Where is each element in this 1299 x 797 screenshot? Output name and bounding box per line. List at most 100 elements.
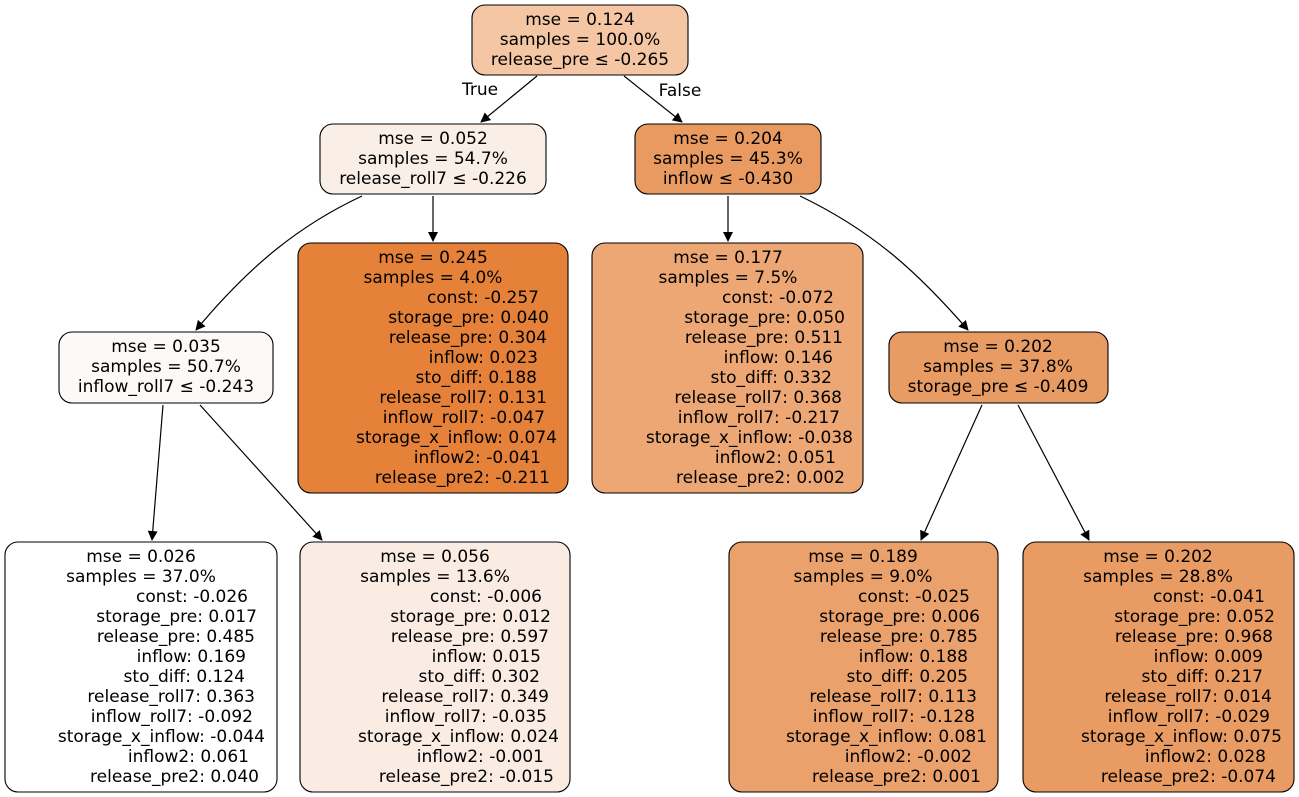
node-line: release_pre2: -0.211 [375, 468, 550, 488]
node-line: release_pre: 0.511 [685, 328, 843, 348]
node-line: mse = 0.052 [378, 129, 488, 149]
node-line: release_roll7: 0.131 [379, 388, 547, 408]
node-box [728, 541, 999, 793]
edge-label-false: False [659, 81, 702, 101]
node-line: release_pre: 0.597 [391, 627, 549, 647]
node-line: inflow: 0.188 [859, 647, 968, 667]
node-line: storage_x_inflow: 0.081 [786, 727, 987, 747]
node-box [591, 242, 864, 494]
node-line: storage_x_inflow: -0.038 [646, 428, 853, 448]
node-line: samples = 37.0% [66, 567, 216, 587]
edge-n1-n3 [195, 195, 363, 331]
nodes: mse = 0.124 samples = 100.0% release_pre… [4, 4, 1295, 793]
node-line: samples = 4.0% [364, 268, 503, 288]
node-line: inflow_roll7: -0.029 [1108, 707, 1270, 727]
node-line: release_pre: 0.968 [1115, 627, 1273, 647]
tree-leaf-rrr: mse = 0.202 samples = 28.8% const: -0.04… [1022, 541, 1295, 793]
edge-n3-n8 [199, 404, 323, 541]
node-line: storage_pre: 0.006 [819, 607, 980, 627]
tree-leaf-right-left: mse = 0.177 samples = 7.5% const: -0.072… [591, 242, 864, 494]
node-line: const: -0.025 [858, 587, 970, 607]
node-line: mse = 0.202 [943, 337, 1053, 357]
node-line: inflow_roll7: -0.217 [678, 408, 840, 428]
node-line: release_roll7: 0.349 [381, 687, 549, 707]
node-line: mse = 0.177 [673, 248, 783, 268]
tree-node-right-right: mse = 0.202 samples = 37.8% storage_pre … [888, 331, 1109, 404]
node-line: release_pre2: 0.040 [90, 767, 259, 787]
node-line: samples = 45.3% [653, 149, 803, 169]
node-line: samples = 9.0% [794, 567, 933, 587]
node-line: mse = 0.124 [525, 10, 635, 30]
node-line: mse = 0.204 [673, 129, 783, 149]
node-line: samples = 37.8% [923, 357, 1073, 377]
node-line: release_pre2: 0.001 [812, 767, 981, 787]
node-line: storage_x_inflow: 0.024 [358, 727, 559, 747]
node-line: inflow_roll7 ≤ -0.243 [78, 377, 254, 397]
node-line: inflow2: 0.061 [128, 747, 249, 767]
tree-leaf-lll: mse = 0.026 samples = 37.0% const: -0.02… [4, 541, 278, 793]
node-line: const: -0.041 [1153, 587, 1265, 607]
node-box [888, 331, 1109, 404]
node-line: samples = 54.7% [358, 149, 508, 169]
node-line: samples = 100.0% [500, 30, 661, 50]
node-line: release_pre: 0.485 [97, 627, 255, 647]
tree-node-root: mse = 0.124 samples = 100.0% release_pre… [471, 4, 689, 76]
edge-n0-n2 [623, 75, 683, 123]
edge-label-true: True [461, 80, 498, 100]
node-line: release_roll7: 0.014 [1104, 687, 1272, 707]
tree-node-left-left: mse = 0.035 samples = 50.7% inflow_roll7… [58, 331, 274, 404]
edge-n6-n9 [920, 404, 983, 541]
node-line: inflow2: -0.041 [414, 448, 541, 468]
node-line: storage_pre: 0.012 [390, 607, 551, 627]
node-line: inflow2: 0.051 [715, 448, 836, 468]
node-line: const: -0.257 [427, 288, 539, 308]
node-line: release_pre: 0.785 [820, 627, 978, 647]
node-line: sto_diff: 0.205 [847, 667, 968, 687]
node-line: inflow_roll7: -0.047 [383, 408, 545, 428]
tree-node-right: mse = 0.204 samples = 45.3% inflow ≤ -0.… [634, 123, 822, 195]
node-line: inflow_roll7: -0.092 [91, 707, 253, 727]
node-line: sto_diff: 0.332 [711, 368, 832, 388]
node-line: release_roll7: 0.113 [809, 687, 977, 707]
node-line: inflow: 0.169 [137, 647, 246, 667]
edge-n6-n10 [1017, 404, 1090, 541]
node-line: inflow2: 0.028 [1145, 747, 1266, 767]
node-line: storage_pre: 0.040 [388, 308, 549, 328]
node-line: inflow: 0.146 [724, 348, 833, 368]
node-line: storage_pre: 0.050 [684, 308, 845, 328]
node-line: storage_pre: 0.017 [96, 607, 257, 627]
node-line: sto_diff: 0.217 [1142, 667, 1263, 687]
node-box [299, 541, 571, 793]
node-line: storage_x_inflow: 0.075 [1081, 727, 1282, 747]
node-line: release_pre ≤ -0.265 [491, 50, 669, 70]
node-box [319, 123, 547, 195]
node-line: mse = 0.245 [378, 248, 488, 268]
node-line: inflow_roll7: -0.035 [385, 707, 547, 727]
node-line: release_pre2: -0.074 [1101, 767, 1276, 787]
node-line: release_pre: 0.304 [389, 328, 547, 348]
node-box [297, 242, 569, 494]
node-line: samples = 28.8% [1083, 567, 1233, 587]
node-line: release_roll7: 0.368 [674, 388, 842, 408]
node-box [4, 541, 278, 793]
node-line: const: -0.026 [136, 587, 248, 607]
node-line: storage_x_inflow: 0.074 [356, 428, 557, 448]
edge-n0-n1 [480, 75, 538, 123]
node-box [58, 331, 274, 404]
edges [147, 75, 1090, 541]
node-line: release_pre2: 0.002 [676, 468, 845, 488]
node-line: inflow2: -0.001 [417, 747, 544, 767]
node-line: const: -0.006 [430, 587, 542, 607]
node-line: samples = 13.6% [360, 567, 510, 587]
node-line: inflow: 0.015 [432, 647, 541, 667]
node-line: inflow: 0.023 [429, 348, 538, 368]
node-line: mse = 0.026 [86, 547, 196, 567]
node-line: sto_diff: 0.188 [416, 368, 537, 388]
node-line: mse = 0.035 [111, 337, 221, 357]
node-line: release_roll7: 0.363 [87, 687, 255, 707]
node-box [1022, 541, 1295, 793]
node-line: inflow_roll7: -0.128 [813, 707, 975, 727]
node-line: sto_diff: 0.124 [124, 667, 245, 687]
node-line: release_roll7 ≤ -0.226 [339, 169, 527, 189]
